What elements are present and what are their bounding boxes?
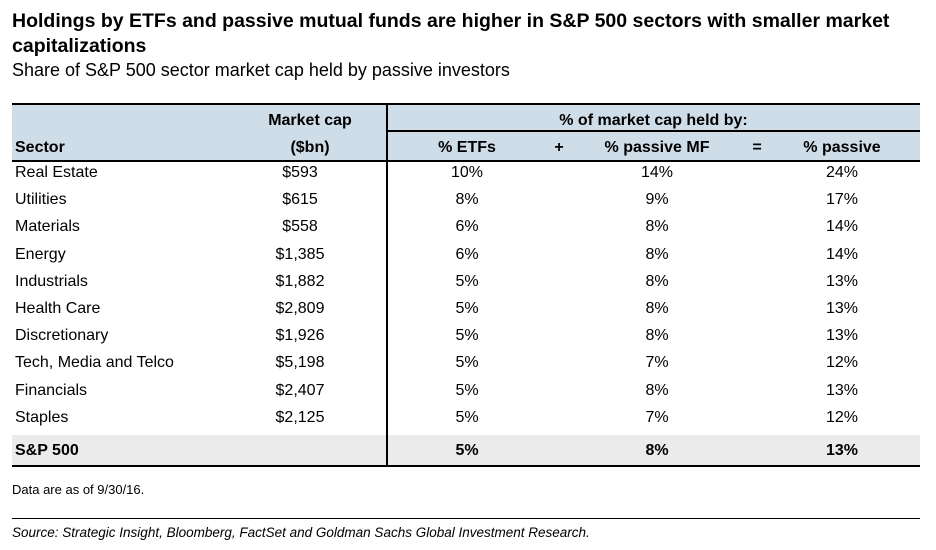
header-passive-mf: % passive MF [604,139,710,156]
data-note: Data are as of 9/30/16. [12,482,145,497]
passive-mf-cell: 9% [645,191,669,209]
etfs-cell: 6% [455,245,479,263]
total-sector-cell: S&P 500 [15,442,79,459]
table-row: Financials $2,407 5% 8% 13% [12,378,920,405]
group-header-rule [387,130,920,132]
sector-cell: Real Estate [15,164,98,181]
etfs-cell: 5% [455,300,479,317]
table-row: Materials $558 6% 8% 14% [12,214,920,241]
table-row: Real Estate $593 10% 14% 24% [12,160,920,187]
total-etfs-cell: 5% [455,442,479,459]
total-passive-cell: 13% [825,442,859,459]
market-cap-cell: $2,125 [275,408,325,426]
table-header-background [12,105,920,160]
sector-cell: Health Care [15,300,101,317]
passive-mf-cell: 7% [645,354,669,372]
passive-mf-cell: 8% [645,218,669,236]
passive-cell: 12% [825,408,859,426]
header-equals: = [752,139,762,156]
header-plus: + [554,139,564,156]
market-cap-cell: $5,198 [275,354,325,372]
header-group: % of market cap held by: [559,112,748,129]
table-bottom-rule [12,465,920,467]
passive-cell: 14% [825,245,859,263]
market-cap-cell: $2,407 [275,381,325,399]
passive-mf-cell: 8% [645,381,669,399]
passive-cell: 13% [825,300,859,317]
etfs-cell: 5% [455,408,479,426]
chart-subtitle: Share of S&P 500 sector market cap held … [12,60,510,80]
header-etfs: % ETFs [438,139,496,156]
passive-cell: 24% [825,164,859,181]
table-row: Staples $2,125 5% 7% 12% [12,405,920,432]
market-cap-cell: $2,809 [275,300,325,317]
market-cap-cell: $593 [282,164,318,181]
table-row: Health Care $2,809 5% 8% 13% [12,296,920,323]
etfs-cell: 5% [455,272,479,290]
total-row-background [12,435,920,465]
header-market-cap: Market cap [268,112,352,129]
sector-cell: Staples [15,408,69,426]
passive-cell: 14% [825,218,859,236]
data-table: Market cap ($bn) Sector % of market cap … [12,103,920,467]
passive-cell: 12% [825,354,859,372]
sector-cell: Energy [15,245,66,263]
market-cap-cell: $1,926 [275,327,325,345]
table-row: Industrials $1,882 5% 8% 13% [12,269,920,296]
market-cap-cell: $615 [282,191,318,209]
header-sector: Sector [15,139,65,156]
total-row: S&P 500 5% 8% 13% [12,436,920,463]
passive-mf-cell: 8% [645,245,669,263]
market-cap-cell: $558 [282,218,318,236]
passive-mf-cell: 8% [645,327,669,345]
table-row: Tech, Media and Telco $5,198 5% 7% 12% [12,350,920,377]
etfs-cell: 8% [455,191,479,209]
total-passive-mf-cell: 8% [645,442,669,459]
market-cap-cell: $1,882 [275,272,325,290]
sector-cell: Utilities [15,191,67,209]
passive-cell: 13% [825,381,859,399]
table-row: Utilities $615 8% 9% 17% [12,187,920,214]
table-row: Discretionary $1,926 5% 8% 13% [12,323,920,350]
column-divider [386,105,388,465]
sector-cell: Discretionary [15,327,109,345]
header-passive: % passive [803,139,881,156]
header-market-cap-unit: ($bn) [290,139,330,156]
passive-cell: 17% [825,191,859,209]
sector-cell: Industrials [15,272,88,290]
etfs-cell: 6% [455,218,479,236]
passive-cell: 13% [825,327,859,345]
sector-cell: Tech, Media and Telco [15,354,174,372]
table-header-rule [12,160,920,162]
etfs-cell: 5% [455,327,479,345]
table-row: Energy $1,385 6% 8% 14% [12,242,920,269]
market-cap-cell: $1,385 [275,245,325,263]
source-note: Source: Strategic Insight, Bloomberg, Fa… [12,525,590,540]
chart-title: Holdings by ETFs and passive mutual fund… [12,10,890,57]
sector-cell: Materials [15,218,80,236]
passive-mf-cell: 7% [645,408,669,426]
table-top-rule [12,103,920,105]
etfs-cell: 5% [455,354,479,372]
etfs-cell: 10% [450,164,484,181]
passive-mf-cell: 14% [640,164,674,181]
passive-cell: 13% [825,272,859,290]
etfs-cell: 5% [455,381,479,399]
source-rule [12,518,920,519]
passive-mf-cell: 8% [645,300,669,317]
sector-cell: Financials [15,381,88,399]
passive-mf-cell: 8% [645,272,669,290]
